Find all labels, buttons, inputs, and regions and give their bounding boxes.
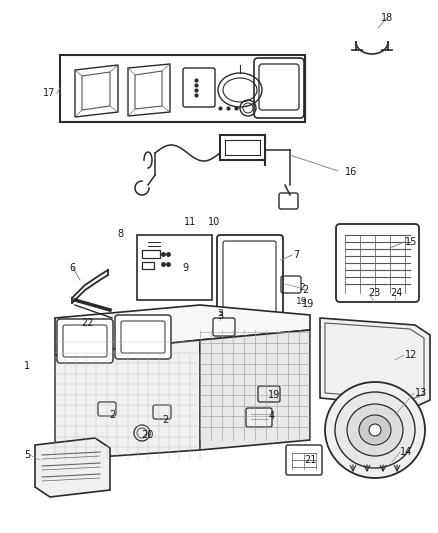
Text: 24: 24 <box>390 288 402 298</box>
FancyBboxPatch shape <box>57 319 113 363</box>
Text: 5: 5 <box>24 450 30 460</box>
Bar <box>60 55 305 122</box>
Text: 2: 2 <box>162 415 168 425</box>
Text: 14: 14 <box>400 447 412 457</box>
Text: 17: 17 <box>42 88 55 98</box>
Bar <box>137 235 212 300</box>
Polygon shape <box>320 318 430 407</box>
Text: 2: 2 <box>109 410 115 420</box>
Ellipse shape <box>369 424 381 436</box>
Text: 2: 2 <box>299 284 305 293</box>
Ellipse shape <box>325 382 425 478</box>
Text: 11: 11 <box>184 217 196 227</box>
Text: 19: 19 <box>296 297 308 306</box>
Text: 2: 2 <box>302 285 308 295</box>
Text: 1: 1 <box>24 361 30 371</box>
Text: 19: 19 <box>268 390 280 400</box>
Text: 6: 6 <box>69 263 75 273</box>
Text: 19: 19 <box>302 299 314 309</box>
Text: 3: 3 <box>217 311 223 321</box>
Ellipse shape <box>347 404 403 456</box>
Text: 18: 18 <box>381 13 393 23</box>
Text: 23: 23 <box>368 288 380 298</box>
Text: 21: 21 <box>304 455 316 465</box>
Text: 20: 20 <box>141 430 153 440</box>
Polygon shape <box>55 340 200 460</box>
Ellipse shape <box>335 392 415 468</box>
Text: 10: 10 <box>208 217 220 227</box>
Text: 13: 13 <box>415 388 427 398</box>
Bar <box>142 250 160 258</box>
FancyBboxPatch shape <box>115 315 171 359</box>
Polygon shape <box>55 305 310 355</box>
Text: 3: 3 <box>217 310 223 319</box>
Text: 9: 9 <box>182 263 188 273</box>
Text: 22: 22 <box>81 318 94 328</box>
Text: 4: 4 <box>269 411 275 421</box>
Text: 12: 12 <box>405 350 417 360</box>
Text: 8: 8 <box>118 229 124 239</box>
Ellipse shape <box>359 415 391 445</box>
Polygon shape <box>200 330 310 450</box>
Text: 7: 7 <box>293 250 299 260</box>
Text: 16: 16 <box>345 167 357 177</box>
Polygon shape <box>35 438 110 497</box>
FancyBboxPatch shape <box>246 408 272 427</box>
Bar <box>142 262 154 269</box>
Text: 15: 15 <box>405 237 417 247</box>
